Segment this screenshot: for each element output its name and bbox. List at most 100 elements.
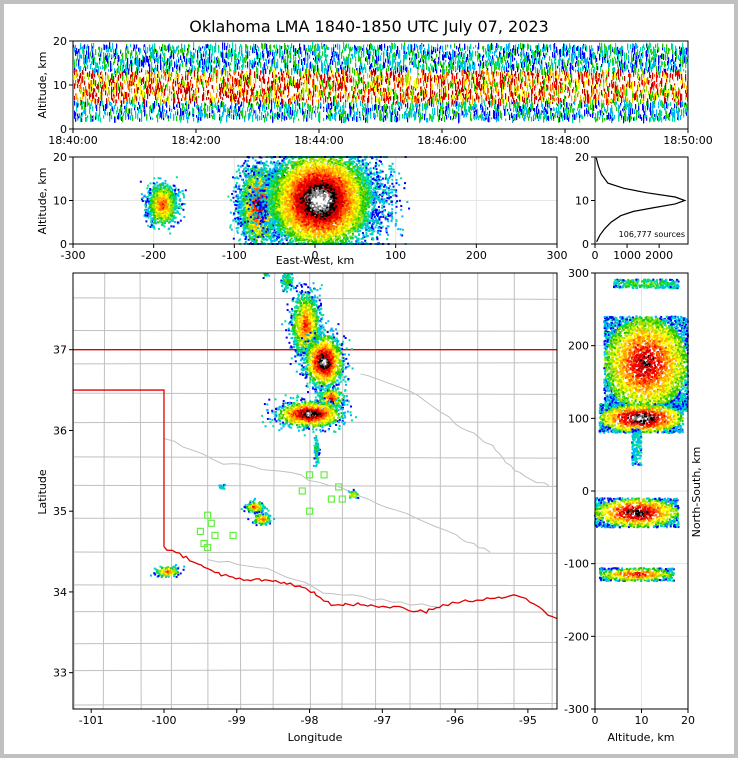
time-altitude-source xyxy=(186,97,188,100)
time-altitude-source xyxy=(135,71,137,78)
time-altitude-source xyxy=(264,99,266,106)
time-altitude-source xyxy=(502,94,504,99)
time-altitude-source xyxy=(292,96,294,100)
time-altitude-source xyxy=(185,75,187,81)
time-altitude-source xyxy=(284,104,286,108)
time-altitude-source xyxy=(164,70,166,77)
time-altitude-source xyxy=(340,85,342,89)
time-altitude-source xyxy=(471,55,473,61)
time-altitude-source xyxy=(299,57,301,60)
time-altitude-source xyxy=(190,96,192,100)
time-altitude-source xyxy=(288,72,290,79)
time-altitude-source xyxy=(134,103,136,107)
time-altitude-source xyxy=(385,106,387,113)
time-altitude-source xyxy=(150,78,152,81)
time-altitude-source xyxy=(319,89,321,96)
time-altitude-source xyxy=(469,52,471,58)
time-altitude-source xyxy=(274,88,276,96)
time-altitude-source xyxy=(78,59,80,67)
time-altitude-source xyxy=(235,67,237,74)
time-altitude-source xyxy=(292,103,294,111)
time-altitude-source xyxy=(169,104,171,108)
time-altitude-source xyxy=(341,61,343,67)
time-altitude-source xyxy=(425,88,427,95)
time-altitude-source xyxy=(136,74,138,80)
time-altitude-source xyxy=(500,72,502,78)
time-altitude-source xyxy=(234,49,236,56)
time-altitude-source xyxy=(76,63,78,67)
time-altitude-source xyxy=(241,49,243,56)
time-altitude-source xyxy=(338,68,340,74)
time-altitude-source xyxy=(246,89,248,97)
time-altitude-source xyxy=(391,42,393,49)
time-altitude-source xyxy=(341,111,343,116)
time-altitude-source xyxy=(400,100,402,106)
time-altitude-source xyxy=(426,81,428,89)
time-altitude-source xyxy=(369,74,371,78)
time-altitude-source xyxy=(254,110,256,114)
time-altitude-source xyxy=(466,78,468,85)
time-altitude-source xyxy=(361,51,363,55)
time-altitude-source xyxy=(392,62,394,69)
time-altitude-source xyxy=(166,65,168,73)
time-altitude-source xyxy=(360,68,362,72)
time-altitude-source xyxy=(463,53,465,59)
time-altitude-source xyxy=(81,100,83,105)
time-altitude-source xyxy=(294,93,296,97)
time-altitude-source xyxy=(241,89,243,92)
time-altitude-source xyxy=(293,76,295,82)
time-altitude-source xyxy=(88,87,90,91)
time-altitude-source xyxy=(335,105,337,112)
time-altitude-source xyxy=(378,66,380,70)
time-altitude-source xyxy=(423,44,425,47)
time-altitude-source xyxy=(281,98,283,104)
time-altitude-source xyxy=(146,100,148,108)
time-altitude-source xyxy=(353,114,355,120)
time-altitude-source xyxy=(156,49,158,54)
time-altitude-source xyxy=(303,75,305,79)
time-altitude-source xyxy=(211,71,213,78)
time-altitude-source xyxy=(174,97,176,102)
time-altitude-source xyxy=(228,49,230,53)
time-altitude-source xyxy=(123,75,125,79)
time-altitude-source xyxy=(216,85,218,91)
time-altitude-source xyxy=(466,110,468,118)
time-altitude-source xyxy=(89,108,91,114)
time-altitude-source xyxy=(127,92,129,99)
time-altitude-source xyxy=(95,62,97,65)
time-altitude-source xyxy=(216,72,218,80)
time-altitude-source xyxy=(238,71,240,77)
time-altitude-source xyxy=(208,64,210,70)
time-altitude-source xyxy=(419,45,421,50)
time-altitude-source xyxy=(336,94,338,99)
time-altitude-source xyxy=(445,86,447,93)
time-altitude-source xyxy=(453,49,455,57)
time-altitude-source xyxy=(286,48,288,55)
time-altitude-source xyxy=(98,114,100,122)
time-altitude-source xyxy=(481,84,483,91)
time-altitude-source xyxy=(147,47,149,52)
time-altitude-source xyxy=(88,73,90,81)
time-altitude-source xyxy=(442,96,444,104)
time-altitude-source xyxy=(316,84,318,91)
time-altitude-source xyxy=(433,113,435,120)
time-altitude-source xyxy=(186,87,188,95)
time-altitude-source xyxy=(132,71,134,77)
time-altitude-source xyxy=(459,59,461,64)
time-altitude-source xyxy=(445,59,447,63)
time-altitude-source xyxy=(202,68,204,75)
time-altitude-source xyxy=(116,82,118,88)
time-altitude-source xyxy=(282,115,284,119)
time-altitude-source xyxy=(160,98,162,106)
time-altitude-source xyxy=(145,55,147,58)
time-altitude-source xyxy=(295,56,297,62)
time-altitude-source xyxy=(264,109,266,113)
time-altitude-source xyxy=(207,43,209,49)
time-altitude-source xyxy=(326,105,328,113)
time-altitude-source xyxy=(253,91,255,96)
time-altitude-source xyxy=(195,90,197,95)
time-altitude-source xyxy=(205,80,207,83)
time-altitude-source xyxy=(317,75,319,82)
time-altitude-source xyxy=(357,110,359,115)
time-altitude-source xyxy=(413,113,415,118)
